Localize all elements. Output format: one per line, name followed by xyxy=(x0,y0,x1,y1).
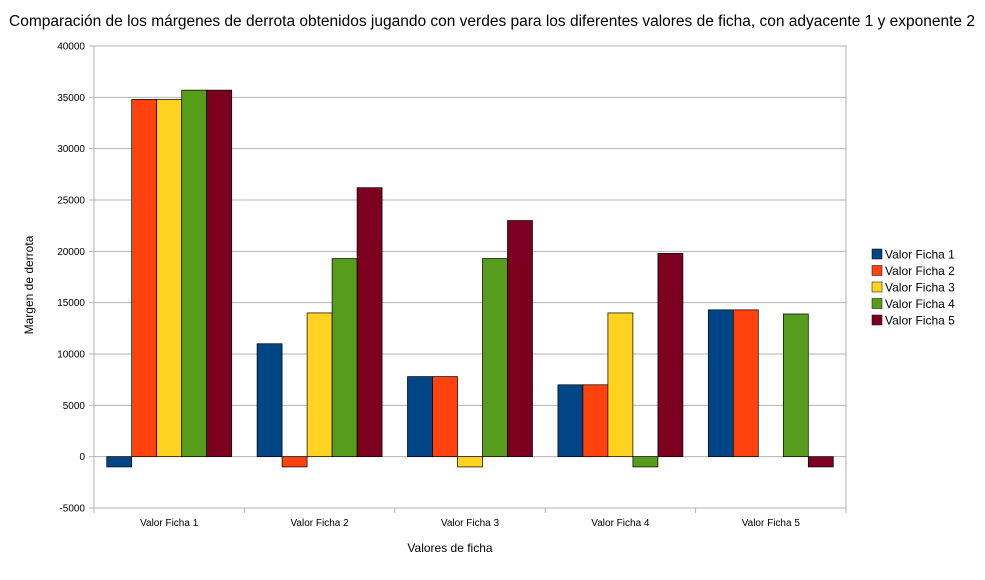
bar xyxy=(407,376,433,458)
bar xyxy=(707,309,734,458)
bar xyxy=(457,456,483,468)
bar xyxy=(507,220,533,458)
y-axis-label: Margen de derrota xyxy=(22,235,36,334)
x-tick-label: Valor Ficha 1 xyxy=(140,518,199,529)
x-tick-label: Valor Ficha 4 xyxy=(591,518,650,529)
y-tick-label: 0 xyxy=(79,452,85,463)
legend-label: Valor Ficha 1 xyxy=(885,248,955,262)
y-tick-label: 30000 xyxy=(57,144,85,155)
legend-item: Valor Ficha 3 xyxy=(871,281,955,295)
bar xyxy=(482,258,508,458)
bar xyxy=(156,99,183,458)
y-tick-label: 5000 xyxy=(63,401,86,412)
y-tick-label: 20000 xyxy=(57,247,85,258)
legend-swatch xyxy=(871,314,883,326)
bar xyxy=(356,187,383,458)
y-tick-label: 40000 xyxy=(57,42,85,53)
y-tick-label: 10000 xyxy=(57,350,85,361)
legend-item: Valor Ficha 5 xyxy=(871,314,955,328)
y-tick-label: 35000 xyxy=(57,93,85,104)
y-tick-label: 15000 xyxy=(57,298,85,309)
legend-swatch xyxy=(871,265,883,276)
bar xyxy=(206,89,233,458)
legend-label: Valor Ficha 2 xyxy=(885,264,955,278)
legend-label: Valor Ficha 3 xyxy=(885,281,955,295)
bars xyxy=(106,89,834,468)
x-axis-ticks: Valor Ficha 1 Valor Ficha 2 Valor Ficha 3 V… xyxy=(93,508,847,529)
bar xyxy=(106,456,133,468)
legend-label: Valor Ficha 4 xyxy=(885,297,955,311)
bar xyxy=(432,376,458,458)
bar xyxy=(256,343,283,458)
bar xyxy=(181,89,208,458)
chart-title: Comparación de los márgenes de derrota o… xyxy=(9,13,975,30)
legend-swatch xyxy=(871,298,883,309)
bar xyxy=(331,258,358,458)
bar xyxy=(281,456,308,468)
bar xyxy=(131,99,158,458)
bar xyxy=(582,384,609,458)
legend-item: Valor Ficha 1 xyxy=(871,248,955,262)
legend-swatch xyxy=(871,248,883,260)
bar xyxy=(632,456,659,468)
bar xyxy=(732,309,759,458)
x-tick-label: Valor Ficha 5 xyxy=(742,518,801,529)
legend-swatch xyxy=(871,281,883,293)
bar xyxy=(807,456,834,468)
legend-item: Valor Ficha 2 xyxy=(871,264,955,278)
plot-area xyxy=(93,45,847,509)
legend: Valor Ficha 1 Valor Ficha 2 Valor Ficha 3 V… xyxy=(871,248,955,328)
bar xyxy=(607,312,634,458)
x-tick-label: Valor Ficha 2 xyxy=(291,518,350,529)
bar xyxy=(557,384,584,458)
y-tick-label: -5000 xyxy=(59,504,85,515)
legend-label: Valor Ficha 5 xyxy=(885,314,955,328)
x-axis-label: Valores de ficha xyxy=(407,541,492,555)
bar xyxy=(306,312,333,458)
legend-item: Valor Ficha 4 xyxy=(871,297,955,311)
y-tick-label: 25000 xyxy=(57,196,85,207)
y-axis-ticks: -5000 0 5000 10000 15000 20000 25000 30000 35000… xyxy=(57,42,94,515)
x-tick-label: Valor Ficha 3 xyxy=(441,518,500,529)
bar xyxy=(657,253,684,458)
bar xyxy=(782,313,809,458)
